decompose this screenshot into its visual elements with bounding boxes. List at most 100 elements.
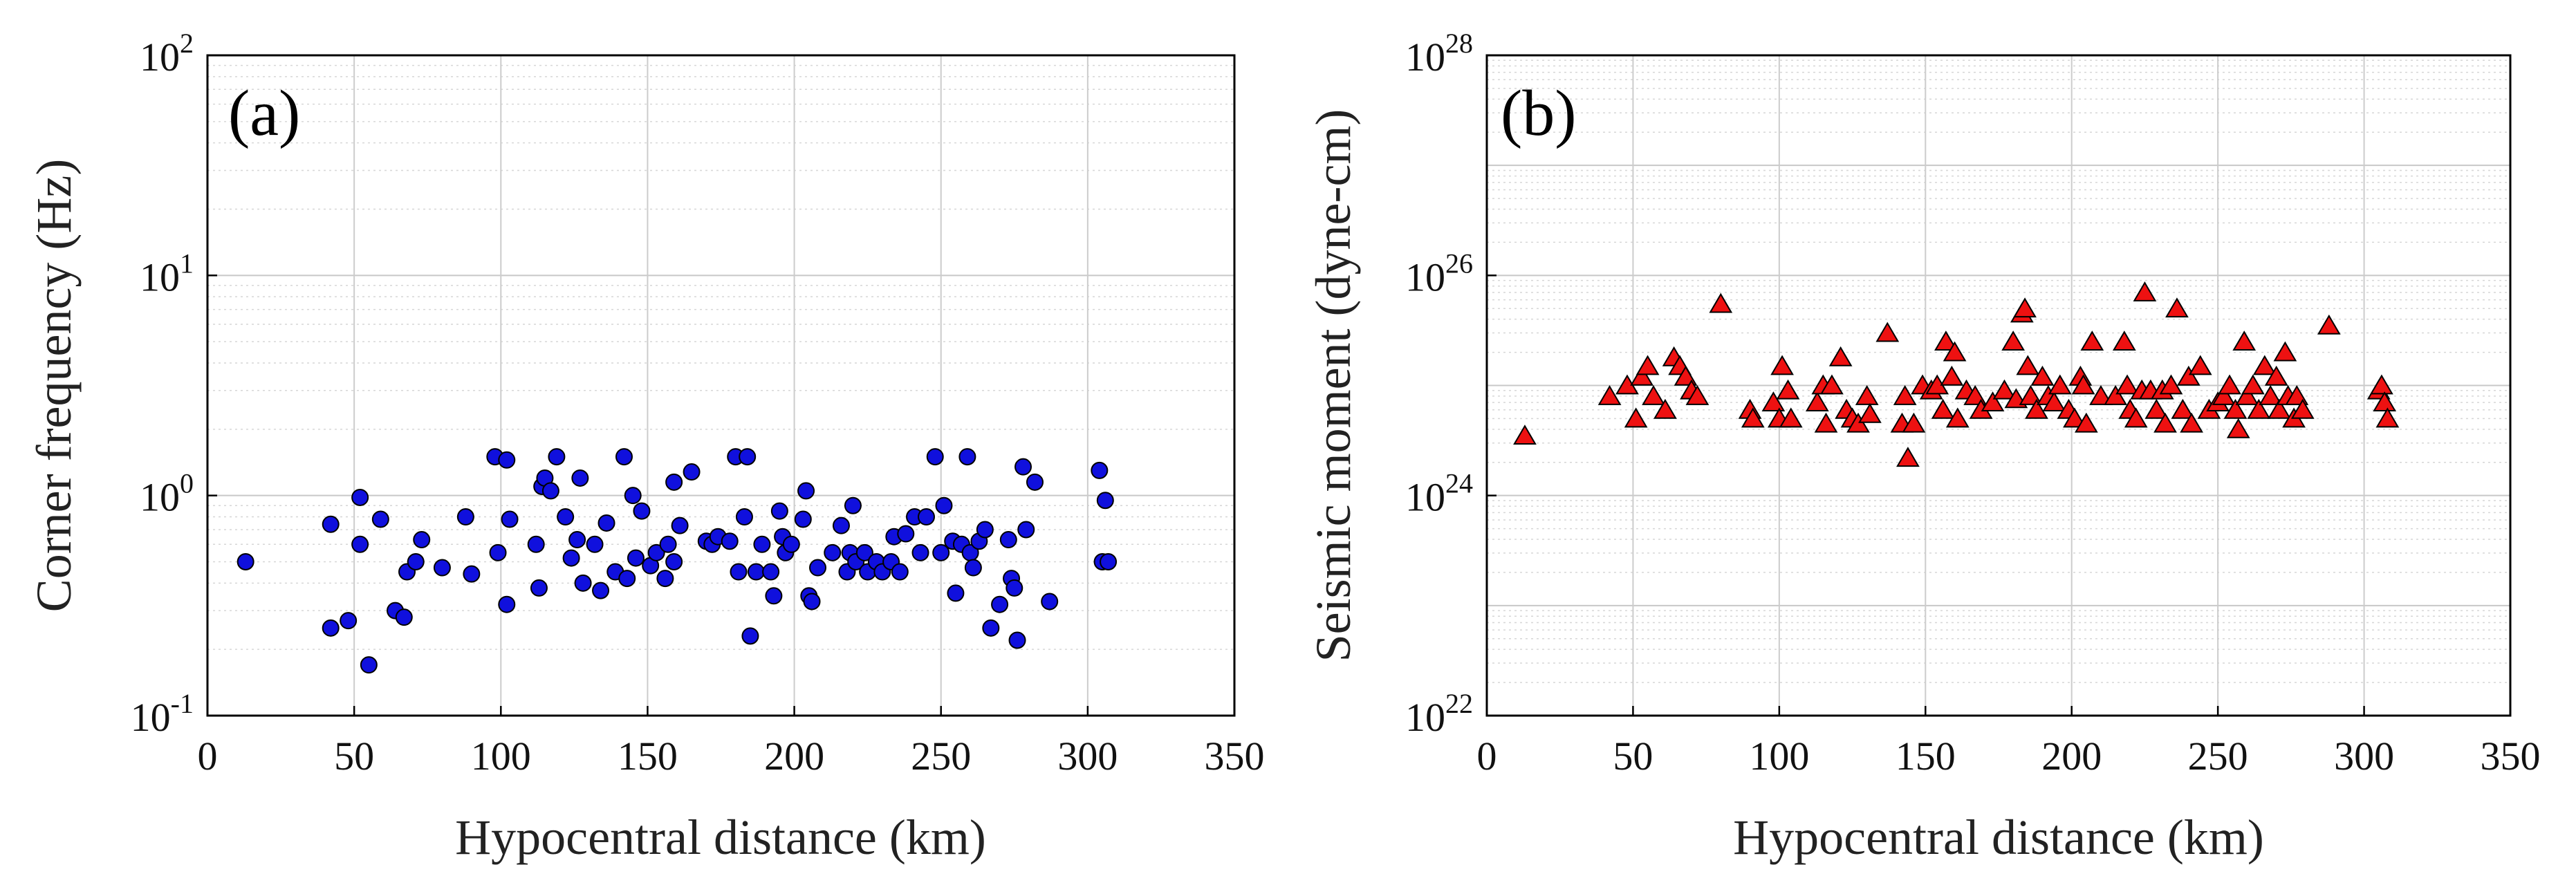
data-point [1828, 346, 1853, 366]
data-point [360, 656, 378, 674]
data-point [2235, 384, 2259, 405]
data-point [2171, 398, 2195, 419]
data-point [456, 508, 474, 526]
data-point [855, 543, 873, 561]
data-point [2159, 374, 2183, 395]
data-point [762, 563, 780, 581]
y-tick-label: 10-1 [131, 688, 194, 740]
data-points-a [237, 448, 1118, 674]
data-point [1100, 552, 1118, 570]
data-point [489, 543, 507, 561]
data-point [770, 502, 788, 520]
data-point [2071, 374, 2095, 395]
panel-b-seismic-moment: 0 50 100 150 200 250 300 350 1022 1024 1026 1028 (b… [1306, 28, 2541, 865]
data-point [627, 549, 645, 567]
data-point [947, 584, 965, 602]
data-point [2025, 398, 2048, 419]
data-point [765, 587, 783, 605]
data-point [2218, 374, 2241, 395]
y-tick-label: 1026 [1405, 248, 1473, 299]
data-point [824, 543, 842, 561]
data-point [2030, 365, 2055, 386]
data-point [2165, 297, 2189, 318]
data-point [2273, 341, 2297, 362]
data-point [2188, 355, 2212, 375]
data-point [1940, 365, 1964, 386]
x-tick-label: 200 [764, 734, 824, 779]
data-point [1674, 365, 1698, 386]
axis-ticks-b: 0 50 100 150 200 250 300 350 1022 1024 1026 1028 [1405, 28, 2541, 779]
data-point [1981, 391, 2005, 412]
panel-a-corner-frequency: 0 50 100 150 200 250 300 350 10-1 100 101 102 (a) H… [26, 28, 1265, 865]
axis-ticks-a: 0 50 100 150 200 250 300 350 10-1 100 101 102 [131, 28, 1265, 779]
x-tick-label: 0 [198, 734, 218, 779]
data-point [2063, 407, 2086, 428]
data-point [735, 508, 753, 526]
data-point [1709, 292, 1733, 313]
data-point [571, 469, 589, 487]
data-point [1636, 355, 1660, 375]
data-point [562, 549, 580, 567]
x-axis-title-b: Hypocentral distance (km) [1733, 810, 2264, 865]
data-point [999, 531, 1017, 549]
data-point [568, 531, 586, 549]
data-point [463, 565, 481, 583]
data-point [1026, 473, 1044, 491]
data-point [844, 496, 862, 514]
data-point [809, 559, 827, 577]
x-tick-label: 250 [2188, 734, 2248, 779]
y-tick-label: 1022 [1405, 688, 1473, 740]
data-point [991, 595, 1009, 613]
y-axis-title-b: Seismic moment (dyne-cm) [1306, 109, 1361, 662]
data-point [2019, 384, 2043, 405]
data-point [730, 563, 748, 581]
data-point [1931, 398, 1955, 419]
data-point [739, 448, 757, 466]
data-point [2089, 384, 2113, 405]
data-point [832, 516, 850, 534]
data-point [2247, 398, 2271, 419]
data-point [647, 543, 665, 561]
data-point [2264, 365, 2288, 386]
data-point [2144, 398, 2169, 419]
data-point [1893, 384, 1917, 405]
data-point [891, 563, 909, 581]
x-tick-label: 100 [471, 734, 531, 779]
x-tick-label: 50 [1613, 734, 1653, 779]
data-point [592, 581, 610, 599]
data-point [395, 608, 413, 626]
data-point [340, 612, 358, 630]
data-point [1685, 384, 1709, 405]
data-point [501, 510, 519, 528]
y-tick-label: 1024 [1405, 468, 1473, 520]
data-point [407, 552, 425, 570]
data-point [2133, 281, 2157, 301]
data-point [541, 482, 559, 500]
data-point [1096, 492, 1114, 510]
data-point [1814, 412, 1838, 433]
data-point [237, 552, 254, 570]
data-point [1805, 391, 1829, 412]
data-point [1091, 461, 1109, 479]
data-point [2080, 330, 2104, 351]
x-tick-label: 200 [2041, 734, 2102, 779]
data-point [1858, 402, 1882, 423]
data-point [2268, 398, 2291, 419]
data-point [1902, 412, 1926, 433]
data-point [794, 510, 812, 528]
y-tick-label: 100 [140, 468, 194, 520]
x-tick-label: 250 [911, 734, 971, 779]
plot-frame-b [1485, 54, 2512, 717]
data-point [976, 521, 994, 539]
y-axis-title-a: Corner frequency (Hz) [26, 159, 82, 613]
data-point [1875, 322, 1900, 342]
y-tick-label: 1028 [1405, 28, 1473, 80]
data-point [624, 487, 642, 505]
data-point [586, 535, 604, 553]
data-point [2013, 297, 2037, 318]
data-point [1741, 407, 1765, 428]
data-point [1779, 407, 1803, 428]
data-point [322, 515, 340, 533]
data-point [671, 516, 689, 534]
